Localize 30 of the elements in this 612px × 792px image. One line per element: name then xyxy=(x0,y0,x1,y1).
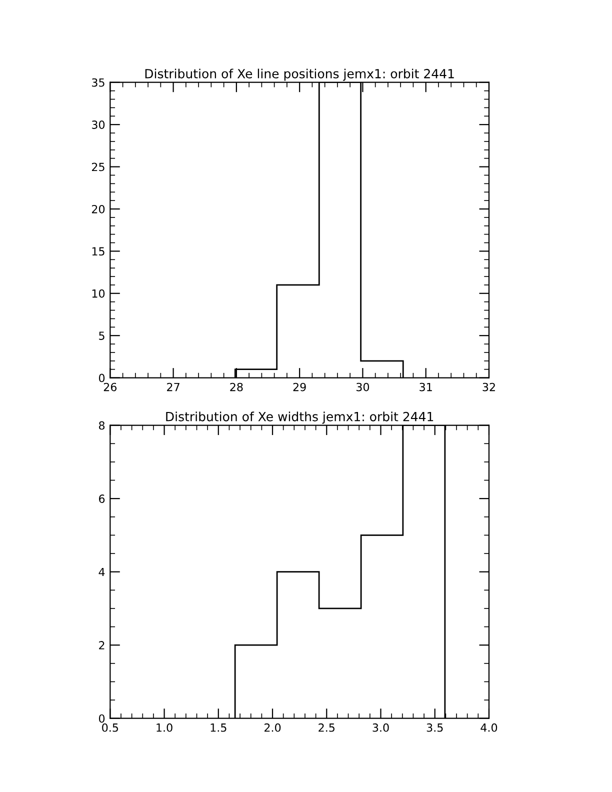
x-tick-label: 2.0 xyxy=(264,723,281,732)
x-tick-label: 30 xyxy=(356,382,370,392)
x-tick-label: 32 xyxy=(482,382,495,392)
y-tick-label: 8 xyxy=(98,421,105,430)
y-tick-label: 30 xyxy=(92,120,105,129)
y-tick-label: 20 xyxy=(92,204,105,214)
y-tick-label: 6 xyxy=(99,494,105,503)
x-tick-label: 31 xyxy=(420,382,432,392)
chart-title: Distribution of Xe widths jemx1: orbit 2441 xyxy=(166,412,434,424)
x-tick-label: 0.5 xyxy=(102,723,118,732)
x-tick-label: 3.5 xyxy=(426,723,443,732)
y-tick-label: 0 xyxy=(98,714,105,723)
x-tick-label: 29 xyxy=(293,382,306,392)
x-tick-label: 1.5 xyxy=(210,724,226,732)
x-tick-label: 3.0 xyxy=(372,723,389,732)
x-tick-label: 27 xyxy=(167,382,180,392)
y-tick-label: 4 xyxy=(98,568,105,576)
y-tick-label: 35 xyxy=(92,78,104,87)
y-tick-label: 0 xyxy=(98,374,105,382)
chart-title: Distribution of Xe line positions jemx1: orbit 2441 xyxy=(145,68,454,81)
y-tick-label: 25 xyxy=(92,162,104,172)
x-tick-label: 28 xyxy=(230,382,243,392)
x-tick-label: 26 xyxy=(104,382,117,392)
y-tick-label: 15 xyxy=(92,247,104,256)
x-tick-label: 4.0 xyxy=(480,723,498,732)
x-tick-label: 1.0 xyxy=(156,723,172,732)
x-tick-label: 2.5 xyxy=(318,723,334,732)
y-tick-label: 5 xyxy=(99,332,104,340)
y-tick-label: 10 xyxy=(92,289,105,298)
y-tick-label: 2 xyxy=(99,641,104,650)
